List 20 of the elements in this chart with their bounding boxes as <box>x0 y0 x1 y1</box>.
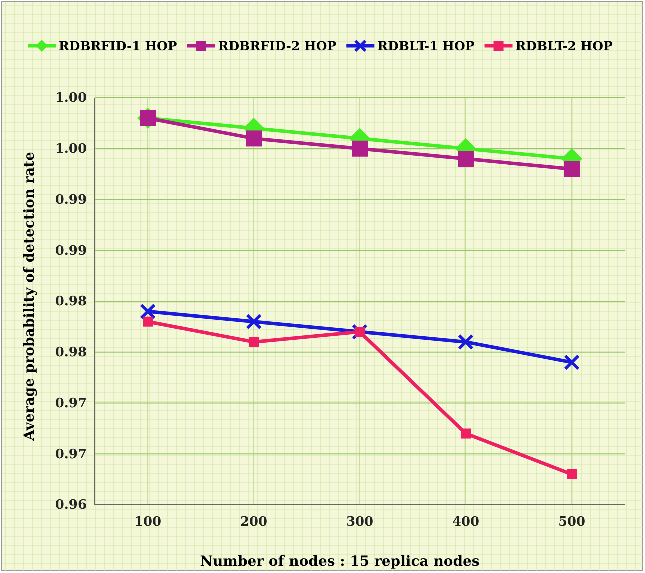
x-axis-title: Number of nodes : 15 replica nodes <box>200 554 480 570</box>
x-tick-label: 300 <box>346 515 374 530</box>
legend-label: RDBRFID-2 HOP <box>218 38 338 54</box>
x-tick-label: 200 <box>240 515 268 530</box>
y-tick-label: 0.99 <box>55 244 87 259</box>
y-tick-label: 0.99 <box>55 192 87 208</box>
legend-label: RDBLT-2 HOP <box>516 38 614 54</box>
y-tick-label: 0.98 <box>55 346 87 361</box>
x-tick-label: 500 <box>558 515 586 530</box>
y-tick-label: 0.97 <box>55 396 87 412</box>
x-tick-label: 100 <box>134 515 162 530</box>
legend-label: RDBLT-1 HOP <box>378 38 476 54</box>
y-tick-label: 1.00 <box>55 142 87 158</box>
y-tick-label: 0.98 <box>55 294 87 310</box>
legend-label: RDBRFID-1 HOP <box>59 38 178 54</box>
y-tick-label: 1.00 <box>55 91 87 106</box>
y-tick-label: 0.96 <box>55 498 87 514</box>
y-tick-label: 0.97 <box>55 447 87 462</box>
y-axis-title: Average probability of detection rate <box>22 152 38 442</box>
x-tick-label: 400 <box>452 515 480 530</box>
